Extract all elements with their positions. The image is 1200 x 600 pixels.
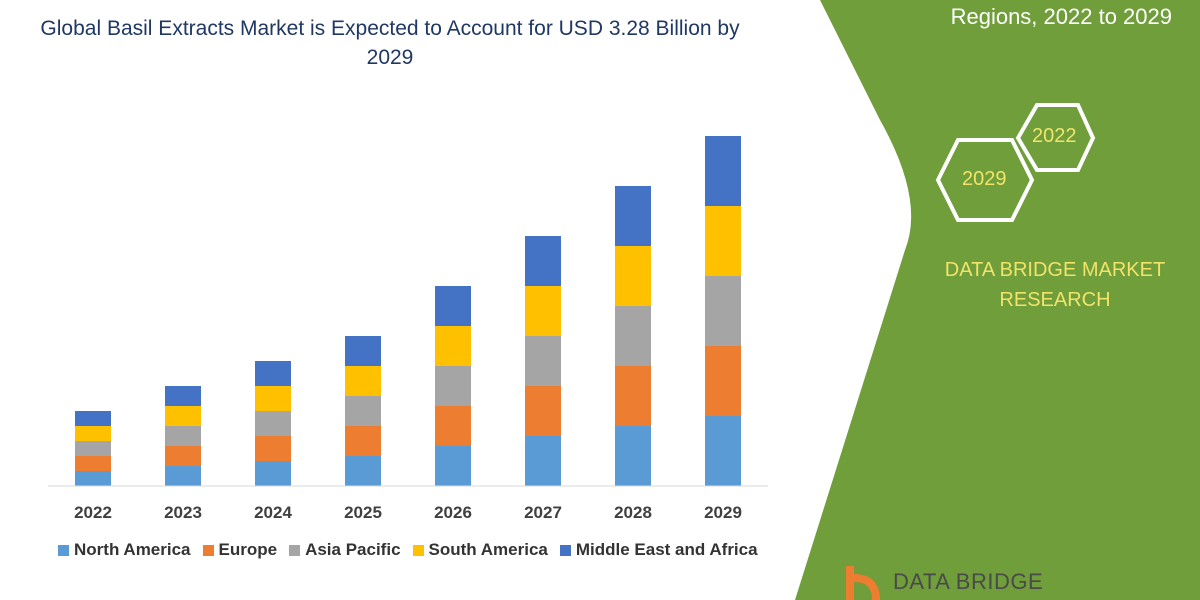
bar-2022-south-america <box>75 426 111 441</box>
bar-2027-europe <box>525 386 561 436</box>
bar-2025-europe <box>345 426 381 456</box>
bar-2028-middle-east-and-africa <box>615 186 651 246</box>
bar-2027-asia-pacific <box>525 336 561 386</box>
bar-2024-middle-east-and-africa <box>255 361 291 386</box>
legend-label: Middle East and Africa <box>575 540 758 559</box>
bar-2027-north-america <box>525 436 561 486</box>
bar-2022-north-america <box>75 471 111 486</box>
x-tick-label: 2026 <box>434 503 472 522</box>
bar-2028-south-america <box>615 246 651 306</box>
x-tick-label: 2028 <box>614 503 652 522</box>
bar-2025-asia-pacific <box>345 396 381 426</box>
legend-swatch <box>412 544 424 556</box>
bar-2025-north-america <box>345 456 381 486</box>
bar-2029-asia-pacific <box>705 276 741 346</box>
bar-2028-europe <box>615 366 651 426</box>
x-tick-label: 2022 <box>74 503 112 522</box>
hexagon-2022 <box>1015 103 1096 172</box>
bar-2023-asia-pacific <box>165 426 201 446</box>
legend-label: South America <box>428 540 548 559</box>
bar-2024-europe <box>255 436 291 461</box>
bar-2026-south-america <box>435 326 471 366</box>
legend-item: South America <box>412 540 548 560</box>
bar-2024-north-america <box>255 461 291 486</box>
bar-2023-south-america <box>165 406 201 426</box>
stacked-bar-chart: 2022 2023 2024 2025 2026 2027 2028 2029 <box>74 136 742 522</box>
legend-item: Europe <box>202 540 278 560</box>
bar-2022-europe <box>75 456 111 471</box>
legend-item: Middle East and Africa <box>559 540 758 560</box>
bar-2023-north-america <box>165 466 201 486</box>
bar-2028-asia-pacific <box>615 306 651 366</box>
bar-2027-middle-east-and-africa <box>525 236 561 286</box>
logo-text: DATA BRIDGE <box>893 569 1044 594</box>
legend: North America Europe Asia Pacific South Ame… <box>58 540 758 560</box>
x-tick-label: 2025 <box>344 503 382 522</box>
panel-subtitle: Regions, 2022 to 2029 <box>950 4 1172 29</box>
bar-2026-asia-pacific <box>435 366 471 406</box>
legend-item: North America <box>58 540 191 560</box>
x-tick-label: 2027 <box>524 503 562 522</box>
legend-item: Asia Pacific <box>289 540 401 560</box>
bar-2025-middle-east-and-africa <box>345 336 381 366</box>
green-side-panel <box>795 0 1200 600</box>
bar-2022-asia-pacific <box>75 441 111 456</box>
bar-2026-middle-east-and-africa <box>435 286 471 326</box>
legend-swatch <box>559 544 571 556</box>
chart-title: Global Basil Extracts Market is Expected… <box>40 17 740 69</box>
bar-2029-middle-east-and-africa <box>705 136 741 206</box>
brand-name: DATA BRIDGE MARKET RESEARCH <box>944 259 1166 311</box>
bar-2029-north-america <box>705 416 741 486</box>
logo-icon <box>846 566 880 600</box>
bar-2026-europe <box>435 406 471 446</box>
bar-2022-middle-east-and-africa <box>75 411 111 426</box>
legend-label: Europe <box>218 540 278 559</box>
legend-label: North America <box>74 540 191 559</box>
legend-swatch <box>289 544 301 556</box>
bar-2029-europe <box>705 346 741 416</box>
bar-2024-asia-pacific <box>255 411 291 436</box>
bar-2024-south-america <box>255 386 291 411</box>
legend-swatch <box>202 544 214 556</box>
bar-2026-north-america <box>435 446 471 486</box>
x-tick-label: 2029 <box>704 503 742 522</box>
hex-label-2022: 2022 <box>1032 125 1077 147</box>
bar-2029-south-america <box>705 206 741 276</box>
bar-2028-north-america <box>615 426 651 486</box>
legend-label: Asia Pacific <box>305 540 401 559</box>
bar-2023-europe <box>165 446 201 466</box>
bar-2025-south-america <box>345 366 381 396</box>
bar-2023-middle-east-and-africa <box>165 386 201 406</box>
x-tick-label: 2024 <box>254 503 292 522</box>
hex-label-2029: 2029 <box>962 168 1007 190</box>
bar-2027-south-america <box>525 286 561 336</box>
hexagon-2029 <box>935 138 1035 222</box>
legend-swatch <box>58 544 69 556</box>
x-tick-label: 2023 <box>164 503 202 522</box>
